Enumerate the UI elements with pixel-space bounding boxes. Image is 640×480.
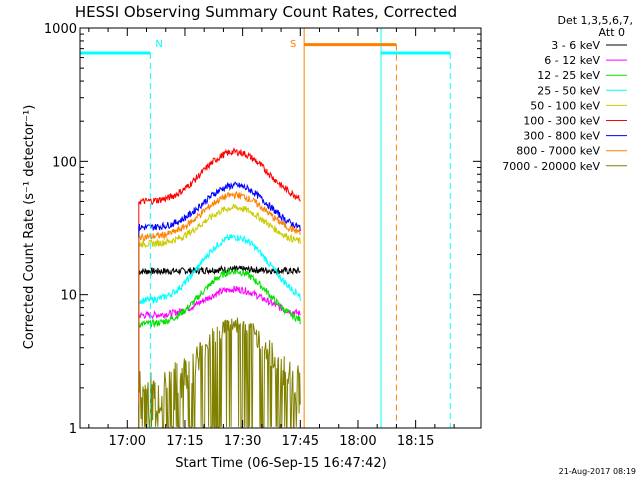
- chart-title: HESSI Observing Summary Count Rates, Cor…: [75, 3, 457, 21]
- series-line-7: [138, 190, 301, 241]
- annotation-S: S: [290, 39, 296, 50]
- x-tick-label-0: 17:00: [109, 434, 146, 449]
- timestamp: 21-Aug-2017 08:19: [559, 467, 636, 476]
- legend-label-6: 300 - 800 keV: [523, 130, 600, 143]
- plot-frame: [79, 27, 482, 429]
- legend-label-8: 7000 - 20000 keV: [502, 160, 600, 173]
- annotation-N: N: [155, 39, 162, 50]
- axis-layer: 17:00 17:15 17:30 17:45 18:00 18:15 1 10 100 1000: [44, 22, 481, 449]
- x-tick-label-2: 17:30: [224, 434, 261, 449]
- series-line-1: [138, 285, 301, 320]
- legend-items: 3 - 6 keV 6 - 12 keV 12 - 25 keV 25 - 50 ke…: [502, 39, 627, 173]
- legend-label-5: 100 - 300 keV: [523, 115, 600, 128]
- y-tick-label-3: 1000: [44, 22, 77, 37]
- series-line-6: [138, 181, 301, 232]
- legend-label-7: 800 - 7000 keV: [516, 145, 600, 158]
- x-tick-label-4: 18:00: [339, 434, 376, 449]
- series-layer: [138, 147, 301, 428]
- series-line-0: [138, 264, 301, 277]
- legend: Det 1,3,5,6,7, Att 0 3 - 6 keV 6 - 12 keV…: [502, 14, 633, 173]
- legend-label-4: 50 - 100 keV: [530, 99, 600, 112]
- series-line-2: [138, 267, 301, 329]
- x-tick-label-1: 17:15: [166, 434, 203, 449]
- legend-header-line2: Att 0: [599, 26, 625, 39]
- legend-label-0: 3 - 6 keV: [551, 39, 600, 52]
- x-tick-label-5: 18:15: [397, 434, 434, 449]
- series-line-3: [138, 233, 301, 305]
- legend-header-line1: Det 1,3,5,6,7,: [557, 14, 633, 27]
- x-tick-label-3: 17:45: [282, 434, 319, 449]
- series-line-5: [138, 147, 301, 206]
- legend-label-2: 12 - 25 keV: [537, 69, 600, 82]
- series-line-8: [138, 317, 301, 428]
- series-line-4: [138, 203, 301, 248]
- y-tick-label-0: 1: [69, 422, 77, 437]
- y-tick-label-1: 10: [60, 289, 77, 304]
- legend-label-1: 6 - 12 keV: [544, 54, 600, 67]
- x-axis-label: Start Time (06-Sep-15 16:47:42): [175, 456, 386, 471]
- legend-label-3: 25 - 50 keV: [537, 84, 600, 97]
- y-axis-label: Corrected Count Rate (s⁻¹ detector⁻¹): [22, 105, 37, 350]
- y-tick-label-2: 100: [52, 155, 77, 170]
